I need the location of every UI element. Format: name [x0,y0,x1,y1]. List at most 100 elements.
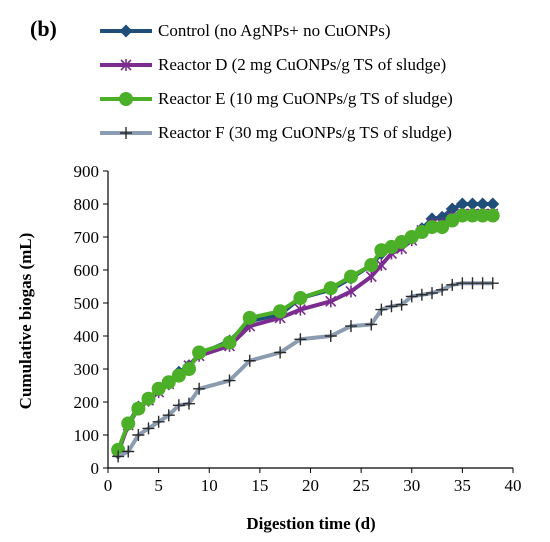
legend-label: Control (no AgNPs+ no CuONPs) [158,21,391,40]
data-point [466,197,479,211]
legend-label: Reactor F (30 mg CuONPs/g TS of sludge) [158,123,452,142]
data-point [344,269,358,284]
data-point [465,208,480,223]
series-4 [112,277,499,463]
data-point [435,220,450,235]
y-tick-label: 700 [74,228,100,247]
data-point [486,197,500,211]
data-point [243,354,256,367]
x-tick-label: 30 [403,476,420,495]
data-point [162,409,175,422]
legend-marker [120,127,132,139]
data-point [385,300,398,313]
data-point [151,381,166,396]
data-point [426,287,438,300]
data-point [486,277,499,290]
data-point [182,362,196,376]
data-point [395,298,408,311]
data-point [436,283,449,296]
legend-marker [119,24,133,38]
data-point [405,290,418,303]
series-1 [111,197,500,460]
y-tick-label: 500 [74,294,100,313]
y-tick-label: 400 [74,327,100,346]
data-point [415,288,428,301]
legend-item: Control (no AgNPs+ no CuONPs) [100,21,391,40]
data-point [152,415,165,428]
data-point [172,399,185,412]
data-point [446,278,459,291]
data-point [345,285,357,298]
data-point [112,450,125,463]
data-point [455,197,469,211]
data-point [475,208,490,223]
x-tick-label: 0 [104,476,113,495]
panel-label: (b) [30,16,57,41]
data-point [476,277,489,290]
data-point [485,208,500,223]
data-point [293,291,308,306]
series-line [117,281,493,459]
y-axis-label: Cumulative biogas (mL) [16,233,35,410]
series-2 [112,207,499,458]
data-point [223,374,236,387]
data-point [122,445,135,458]
data-point [222,335,237,350]
y-tick-label: 200 [74,393,100,412]
legend-label: Reactor E (10 mg CuONPs/g TS of sludge) [158,89,453,108]
x-tick-label: 20 [302,476,319,495]
axes: 0 5 10 15 20 25 30 35 40010020030040050060070080… [74,162,522,495]
x-tick-label: 10 [201,476,218,495]
data-point [364,258,379,273]
data-point [141,391,156,406]
data-point [365,318,378,331]
x-tick-label: 15 [251,476,268,495]
data-point [455,208,470,223]
data-point [345,320,357,333]
data-point [445,202,459,216]
legend-item: Reactor E (10 mg CuONPs/g TS of sludge) [100,89,453,108]
legend: Control (no AgNPs+ no CuONPs) Reactor D (… [100,21,453,142]
x-tick-label: 35 [454,476,471,495]
data-point [425,220,439,235]
legend-marker [120,59,132,71]
legend-item: Reactor D (2 mg CuONPs/g TS of sludge) [100,55,446,74]
series-layer [111,197,500,463]
legend-label: Reactor D (2 mg CuONPs/g TS of sludge) [158,55,446,74]
data-point [161,375,176,390]
y-tick-label: 900 [74,162,100,181]
y-tick-label: 800 [74,195,100,214]
data-point [121,416,136,431]
y-tick-label: 0 [91,459,100,478]
data-point [325,295,337,308]
data-point [142,422,155,435]
x-tick-label: 5 [154,476,163,495]
data-point [131,401,146,416]
data-point [456,277,469,290]
legend-marker [119,92,133,106]
data-point [324,330,337,342]
data-point [365,270,377,283]
x-tick-label: 40 [505,476,522,495]
data-point [183,397,195,410]
data-point [466,277,479,290]
data-point [294,333,307,346]
data-point [192,345,207,360]
data-point [242,310,257,325]
data-point [132,429,145,441]
data-point [193,382,206,395]
data-point [294,303,306,316]
series-3 [111,208,500,457]
x-tick-label: 25 [353,476,370,495]
y-tick-label: 300 [74,360,100,379]
data-point [375,259,387,272]
data-point [375,303,388,316]
data-point [171,368,186,383]
y-tick-label: 600 [74,261,100,280]
x-axis-label: Digestion time (d) [246,514,375,533]
data-point [274,346,287,359]
legend-item: Reactor F (30 mg CuONPs/g TS of sludge) [100,123,452,142]
data-point [323,281,338,296]
data-point [476,197,490,211]
